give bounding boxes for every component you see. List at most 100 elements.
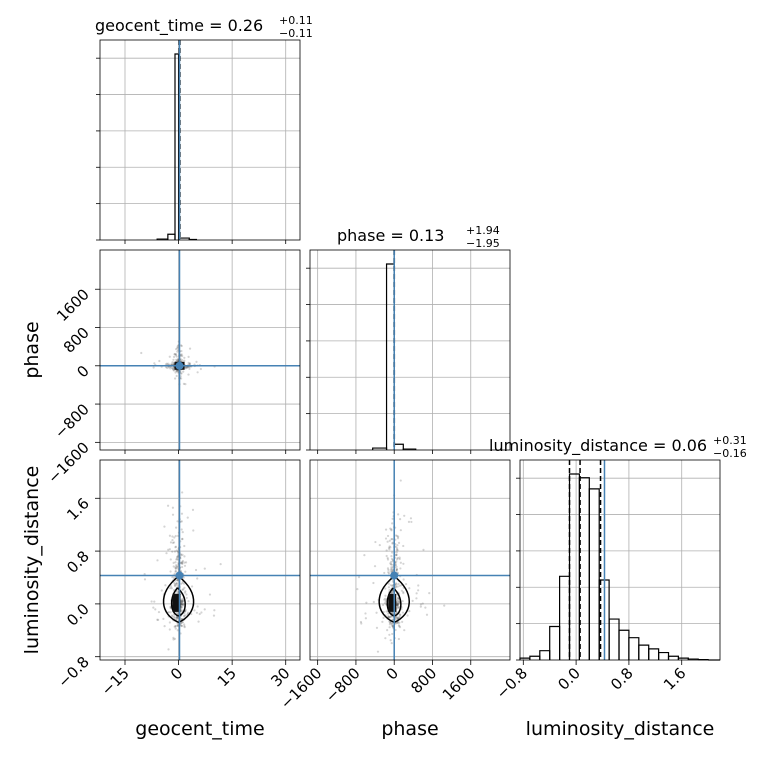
- sample-point: [388, 620, 391, 623]
- sample-point: [175, 369, 179, 372]
- sample-point: [399, 529, 402, 532]
- sample-point: [173, 353, 176, 356]
- sample-point: [175, 549, 178, 552]
- sample-point: [387, 615, 390, 618]
- sample-point: [422, 548, 425, 552]
- sample-point: [398, 584, 401, 587]
- hist-bin: [174, 53, 180, 240]
- hist-bin: [385, 263, 395, 450]
- sample-point: [171, 506, 175, 509]
- sample-point: [176, 592, 179, 595]
- sample-point: [176, 624, 179, 627]
- sample-point: [398, 518, 402, 521]
- sample-point: [382, 616, 385, 619]
- sample-point: [390, 622, 393, 625]
- sample-point: [443, 604, 446, 607]
- sample-point: [176, 357, 180, 360]
- sample-point: [398, 557, 401, 561]
- sample-point: [391, 565, 394, 569]
- sample-point: [411, 599, 414, 603]
- sample-point: [396, 606, 399, 609]
- sample-point: [168, 628, 171, 631]
- sample-point: [391, 541, 394, 544]
- sample-point: [184, 570, 187, 573]
- x-tick-label: 1.6: [660, 664, 690, 694]
- sample-point: [176, 345, 179, 348]
- sample-point: [398, 615, 401, 618]
- hist-bin: [393, 443, 404, 450]
- sample-point: [394, 534, 398, 537]
- sample-point: [171, 535, 174, 538]
- truth-point: [175, 571, 184, 580]
- sample-point: [208, 593, 212, 596]
- sample-point: [397, 637, 401, 641]
- sample-point: [176, 359, 179, 362]
- sample-point: [170, 587, 173, 590]
- sample-point: [180, 349, 183, 353]
- sample-point: [390, 555, 393, 558]
- sample-point: [397, 541, 401, 544]
- sample-point: [404, 582, 408, 586]
- sample-point: [172, 361, 176, 364]
- sample-point: [175, 369, 178, 372]
- sample-point: [390, 611, 394, 615]
- hist-bin: [658, 651, 670, 660]
- sample-point: [398, 621, 401, 624]
- sample-point: [365, 601, 368, 604]
- sample-point: [175, 582, 178, 585]
- sample-point: [176, 520, 179, 523]
- sample-point: [177, 349, 180, 352]
- sample-point: [402, 578, 405, 581]
- sample-point: [172, 355, 176, 358]
- sample-point: [169, 585, 173, 588]
- sample-point: [174, 566, 177, 569]
- hist-bin: [667, 655, 680, 660]
- sample-point: [181, 603, 184, 606]
- panel-phase-vs-geocent-time: [99, 249, 301, 451]
- sample-point: [180, 603, 183, 606]
- sample-point: [187, 361, 190, 364]
- sample-point: [390, 611, 394, 614]
- sample-point: [177, 534, 180, 537]
- sample-point: [175, 358, 178, 361]
- hist-bin: [549, 625, 561, 660]
- sample-point: [191, 508, 195, 511]
- sample-point: [187, 373, 190, 376]
- x-tick-label: 15: [214, 664, 240, 690]
- panel-frame: [519, 459, 721, 661]
- sample-point: [183, 356, 186, 359]
- panel-ld-hist: luminosity_distance = 0.06 +0.31 −0.16: [489, 434, 747, 661]
- sample-point: [359, 620, 363, 624]
- sample-point: [396, 604, 399, 607]
- sample-point: [398, 625, 401, 628]
- sample-point: [164, 366, 168, 369]
- sample-point: [387, 572, 391, 575]
- sample-point: [385, 554, 388, 558]
- sample-point: [175, 348, 178, 351]
- y-tick-label: 0.0: [63, 600, 93, 630]
- title-phase-plus: +1.94: [466, 224, 500, 237]
- sample-point: [396, 603, 399, 606]
- sample-point: [179, 569, 182, 572]
- sample-point: [384, 597, 387, 600]
- sample-point: [173, 616, 176, 619]
- sample-point: [173, 583, 177, 586]
- sample-point: [384, 537, 388, 540]
- sample-point: [398, 614, 402, 617]
- sample-point: [183, 625, 186, 628]
- sample-point: [185, 367, 188, 370]
- y-tick-label: 0.8: [63, 547, 93, 577]
- sample-point: [408, 587, 411, 590]
- sample-point: [188, 347, 192, 350]
- sample-point: [169, 587, 172, 590]
- sample-point: [395, 565, 398, 568]
- sample-point: [169, 611, 172, 614]
- sample-point: [180, 562, 184, 565]
- sample-point: [171, 366, 174, 370]
- sample-point: [181, 621, 184, 624]
- sample-point: [391, 522, 394, 525]
- sample-point: [165, 362, 168, 365]
- hist-bin: [618, 629, 630, 660]
- sample-point: [173, 536, 176, 539]
- sample-point: [169, 570, 172, 573]
